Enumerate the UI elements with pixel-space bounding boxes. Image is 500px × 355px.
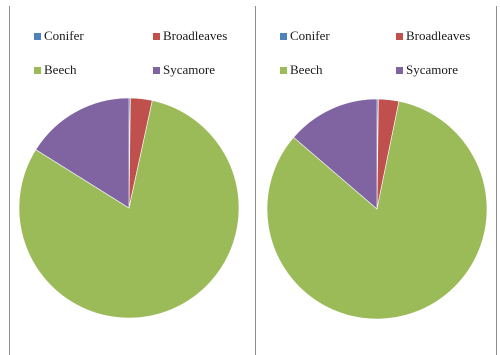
pie-plot-left: [18, 97, 240, 319]
pie-plot-right: [266, 98, 488, 320]
legend-label-beech: Beech: [44, 62, 77, 77]
legend-item-sycamore: Sycamore: [396, 62, 458, 77]
legend-item-beech: Beech: [34, 62, 77, 77]
pie-slice-sycamore: [35, 97, 130, 209]
legend-label-conifer: Conifer: [290, 28, 330, 43]
pie-slice-sycamore: [293, 98, 378, 210]
legend-swatch-broadleaves: [153, 32, 160, 40]
legend-label-broadleaves: Broadleaves: [406, 28, 471, 43]
legend-swatch-conifer: [280, 32, 287, 40]
legend-item-sycamore: Sycamore: [153, 62, 215, 77]
pie-chart-right: Conifer Broadleaves Beech Sycamore: [256, 6, 497, 355]
legend-label-conifer: Conifer: [44, 28, 84, 43]
legend-item-conifer: Conifer: [34, 28, 84, 43]
legend-swatch-broadleaves: [396, 32, 403, 40]
legend-item-conifer: Conifer: [280, 28, 330, 43]
legend-label-broadleaves: Broadleaves: [163, 28, 228, 43]
pie-chart-left: Conifer Broadleaves Beech Sycamore: [9, 6, 256, 355]
legend-item-broadleaves: Broadleaves: [396, 28, 471, 43]
pie-slice-beech: [266, 100, 488, 320]
legend-label-sycamore: Sycamore: [406, 62, 458, 77]
legend-swatch-beech: [34, 66, 41, 74]
legend-item-broadleaves: Broadleaves: [153, 28, 228, 43]
legend-item-beech: Beech: [280, 62, 323, 77]
legend-label-beech: Beech: [290, 62, 323, 77]
legend-swatch-conifer: [34, 32, 41, 40]
legend-swatch-sycamore: [153, 66, 160, 74]
legend-swatch-sycamore: [396, 66, 403, 74]
legend-swatch-beech: [280, 66, 287, 74]
pie-slice-beech: [18, 100, 240, 319]
legend-label-sycamore: Sycamore: [163, 62, 215, 77]
